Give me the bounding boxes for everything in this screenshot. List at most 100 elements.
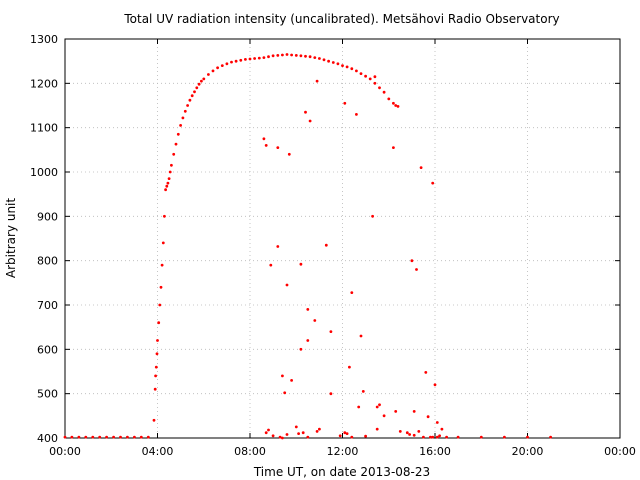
- y-tick-label: 1200: [30, 77, 58, 90]
- data-point: [230, 60, 233, 64]
- data-point: [161, 241, 165, 245]
- data-point: [382, 414, 386, 418]
- data-point: [156, 339, 159, 342]
- data-point: [176, 132, 180, 136]
- data-point: [350, 435, 354, 439]
- data-point: [167, 177, 171, 181]
- axis-ticks: 00:00 04:00 08:00 12:00 16:00 20:00 00:0040050…: [30, 33, 636, 458]
- data-point: [165, 184, 169, 188]
- y-tick-label: 600: [37, 343, 58, 356]
- data-point: [359, 334, 363, 338]
- data-point: [338, 434, 342, 438]
- data-point: [373, 81, 377, 85]
- data-point: [70, 435, 74, 439]
- data-point: [445, 435, 448, 439]
- data-point: [324, 243, 328, 247]
- data-point: [183, 109, 187, 113]
- data-point: [188, 98, 192, 102]
- data-point: [343, 431, 347, 435]
- data-point: [170, 163, 173, 167]
- data-point: [549, 435, 552, 439]
- data-point: [412, 410, 416, 413]
- data-point: [355, 113, 358, 116]
- data-point: [84, 435, 88, 439]
- data-point: [297, 432, 300, 435]
- data-point: [329, 392, 333, 396]
- data-point: [287, 152, 291, 156]
- data-point: [419, 166, 423, 170]
- data-point: [433, 383, 437, 387]
- data-point: [375, 427, 379, 431]
- data-point: [158, 303, 162, 307]
- data-point: [396, 105, 400, 108]
- data-point: [440, 427, 444, 431]
- data-point: [276, 146, 280, 150]
- data-point: [299, 262, 303, 266]
- data-point: [126, 435, 129, 439]
- data-point: [318, 427, 321, 431]
- data-point: [308, 119, 312, 123]
- data-point: [281, 436, 284, 440]
- data-point: [190, 94, 194, 98]
- data-point: [371, 214, 374, 218]
- x-axis-label: Time UT, on date 2013-08-23: [253, 465, 430, 479]
- y-tick-label: 900: [37, 210, 58, 223]
- data-point: [186, 104, 190, 107]
- data-point: [98, 435, 102, 439]
- x-tick-label: 08:00: [234, 445, 266, 458]
- data-point: [285, 53, 289, 56]
- data-point: [168, 170, 172, 174]
- data-point: [139, 435, 143, 439]
- data-point: [281, 374, 284, 378]
- data-point: [267, 55, 270, 59]
- data-point: [431, 181, 435, 185]
- data-point: [276, 245, 280, 248]
- data-point: [207, 73, 210, 76]
- data-point: [408, 433, 411, 436]
- data-point: [364, 74, 367, 78]
- chart-title: Total UV radiation intensity (uncalibrat…: [123, 12, 559, 26]
- data-point: [267, 428, 270, 432]
- data-point: [348, 365, 351, 369]
- data-point: [387, 97, 391, 101]
- data-point: [392, 146, 395, 150]
- data-point: [345, 65, 349, 69]
- data-point: [429, 435, 432, 439]
- data-point: [306, 435, 310, 439]
- data-point: [281, 53, 284, 57]
- data-point: [262, 56, 266, 59]
- data-point: [91, 435, 95, 439]
- data-point: [329, 330, 333, 333]
- data-point: [164, 188, 168, 192]
- data-point: [294, 425, 298, 429]
- data-point: [308, 55, 312, 59]
- data-point: [77, 435, 81, 439]
- data-point: [285, 433, 289, 436]
- data-point: [394, 410, 398, 413]
- data-point: [299, 54, 303, 58]
- data-point: [313, 56, 317, 59]
- data-point: [378, 403, 381, 407]
- data-point: [112, 435, 115, 439]
- y-tick-label: 1300: [30, 33, 58, 46]
- data-point: [211, 69, 215, 73]
- data-point: [220, 64, 224, 67]
- data-point: [322, 58, 326, 62]
- x-tick-label: 00:00: [49, 445, 81, 458]
- data-point: [285, 283, 289, 287]
- y-tick-label: 700: [37, 299, 58, 312]
- data-point: [163, 214, 166, 218]
- data-point: [315, 430, 319, 433]
- data-point: [157, 321, 161, 325]
- data-point: [159, 285, 163, 289]
- data-point: [276, 54, 280, 57]
- y-axis-label: Arbitrary unit: [4, 198, 18, 278]
- data-point: [431, 435, 435, 439]
- data-point: [306, 339, 310, 342]
- data-point: [248, 57, 252, 61]
- data-point: [244, 58, 247, 61]
- y-tick-label: 1000: [30, 166, 58, 179]
- data-point: [357, 405, 361, 409]
- data-point: [412, 433, 416, 437]
